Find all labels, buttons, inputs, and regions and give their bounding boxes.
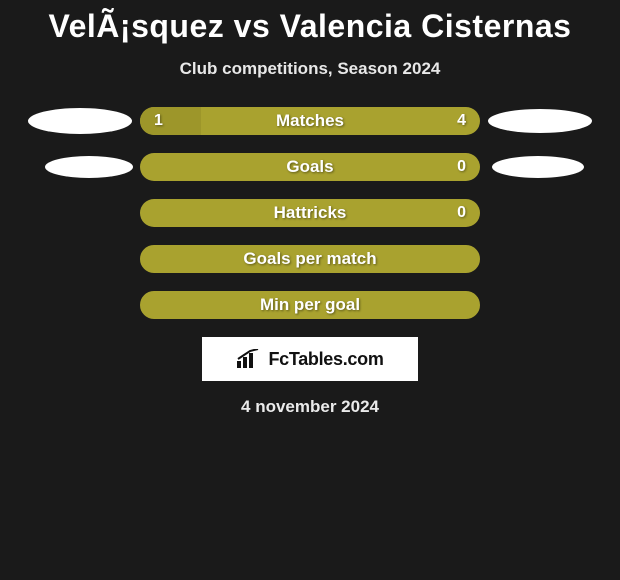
- bar-segment-left: [140, 107, 201, 135]
- chart-icon: [236, 349, 262, 369]
- stat-label: Goals: [140, 157, 480, 177]
- logo-box[interactable]: FcTables.com: [202, 337, 418, 381]
- player-oval-left: [45, 156, 133, 178]
- stat-bar: Min per goal: [140, 291, 480, 319]
- player-oval-right: [492, 156, 584, 178]
- stat-value-right: 4: [457, 112, 466, 130]
- stat-bar: Hattricks0: [140, 199, 480, 227]
- logo: FcTables.com: [236, 349, 383, 370]
- player-oval-right: [488, 109, 592, 133]
- stat-label: Hattricks: [140, 203, 480, 223]
- stat-row: Goals per match: [0, 245, 620, 273]
- stat-value-left: 1: [154, 112, 163, 130]
- stat-label: Min per goal: [142, 295, 478, 315]
- subtitle: Club competitions, Season 2024: [0, 59, 620, 79]
- stat-row: Hattricks0: [0, 199, 620, 227]
- logo-text: FcTables.com: [268, 349, 383, 370]
- stat-bar: Goals0: [140, 153, 480, 181]
- stat-row: Matches14: [0, 107, 620, 135]
- stat-row: Min per goal: [0, 291, 620, 319]
- stat-bar: Matches14: [140, 107, 480, 135]
- stat-row: Goals0: [0, 153, 620, 181]
- right-side: [480, 156, 600, 178]
- stat-label: Goals per match: [142, 249, 478, 269]
- date-label: 4 november 2024: [0, 397, 620, 417]
- stat-bar: Goals per match: [140, 245, 480, 273]
- right-side: [480, 109, 600, 133]
- stats-card: VelÃ¡squez vs Valencia Cisternas Club co…: [0, 0, 620, 417]
- page-title: VelÃ¡squez vs Valencia Cisternas: [0, 8, 620, 45]
- stat-rows: Matches14Goals0Hattricks0Goals per match…: [0, 107, 620, 319]
- left-side: [20, 156, 140, 178]
- stat-value-right: 0: [457, 204, 466, 222]
- player-oval-left: [28, 108, 132, 134]
- left-side: [20, 108, 140, 134]
- stat-value-right: 0: [457, 158, 466, 176]
